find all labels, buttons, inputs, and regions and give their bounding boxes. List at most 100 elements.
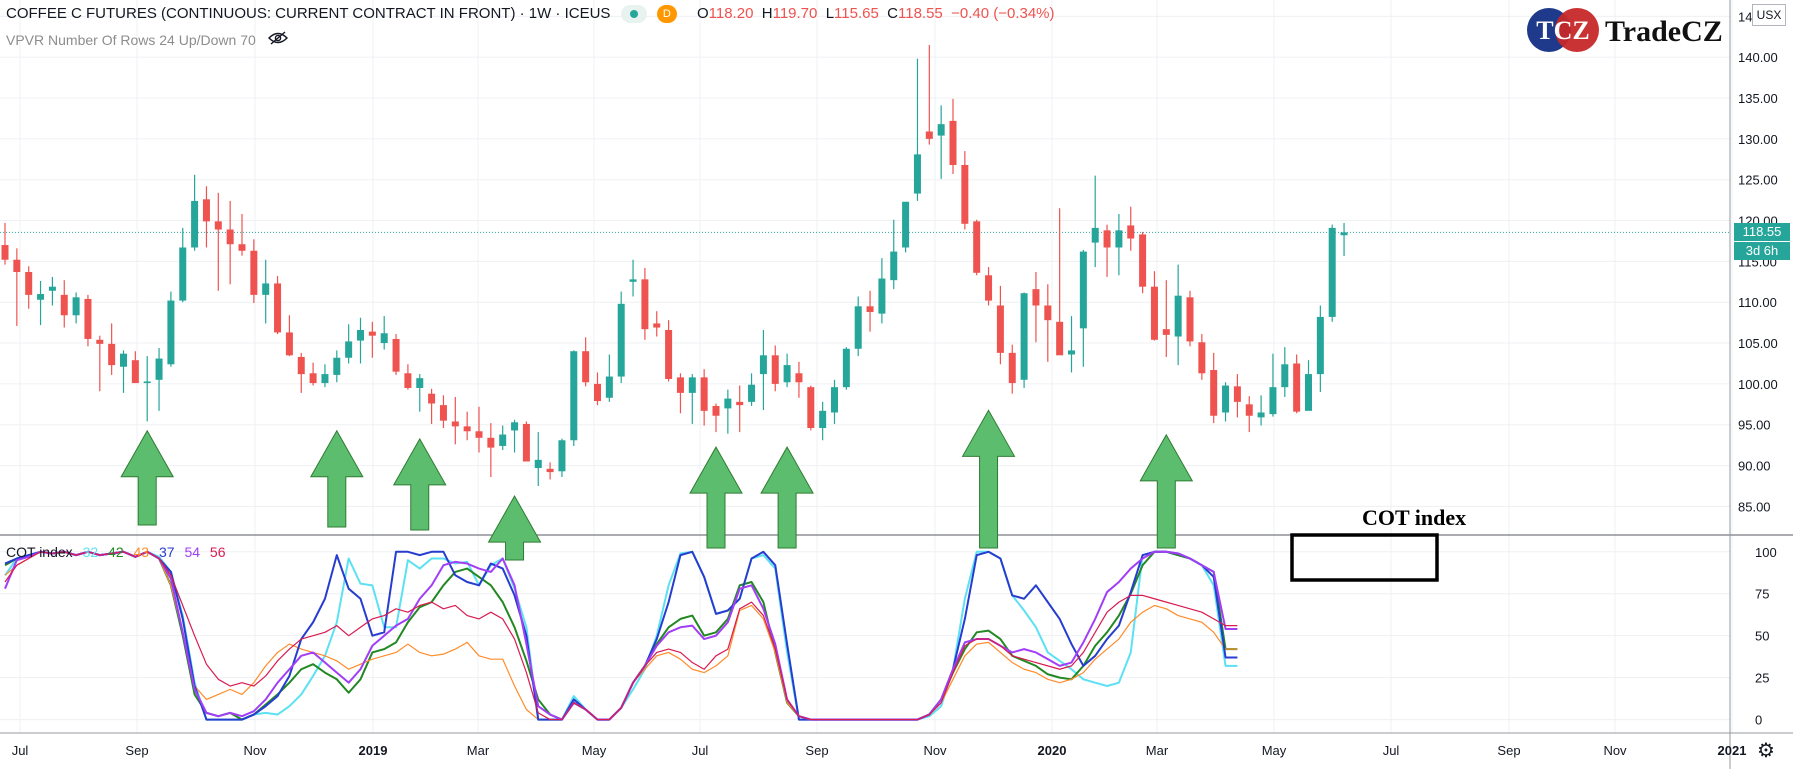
cot-legend-43: 43 bbox=[133, 544, 150, 560]
vpvr-legend[interactable]: VPVR Number Of Rows 24 Up/Down 70 bbox=[6, 31, 288, 48]
candle-up bbox=[499, 434, 507, 446]
candle-up bbox=[558, 440, 566, 472]
candle-down bbox=[1, 245, 9, 260]
candle-down bbox=[1044, 305, 1052, 321]
green-arrow bbox=[309, 429, 364, 528]
time-tick-label: 2019 bbox=[359, 743, 388, 758]
candle-up bbox=[48, 286, 56, 291]
time-tick-label: Sep bbox=[1497, 743, 1520, 758]
cot-legend[interactable]: COT index 32 42 43 37 54 56 bbox=[6, 544, 231, 560]
vpvr-label: VPVR Number Of Rows 24 Up/Down 70 bbox=[6, 32, 256, 48]
cot-tick-label: 25 bbox=[1755, 671, 1769, 686]
price-tick-label: 90.00 bbox=[1738, 459, 1771, 474]
green-arrow bbox=[760, 446, 814, 549]
candle-down bbox=[214, 221, 222, 230]
candle-down bbox=[25, 271, 33, 295]
hide-eye-icon[interactable] bbox=[267, 31, 288, 48]
time-tick-label: Nov bbox=[923, 743, 947, 758]
price-tick-label: 100.00 bbox=[1738, 377, 1778, 392]
candle-down bbox=[866, 306, 874, 313]
time-tick-label: Mar bbox=[1146, 743, 1169, 758]
candle-up bbox=[1340, 232, 1348, 236]
time-tick-label: Sep bbox=[125, 743, 148, 758]
candle-up bbox=[1079, 251, 1087, 329]
price-tick-label: 140.00 bbox=[1738, 50, 1778, 65]
candle-up bbox=[629, 279, 637, 282]
time-tick-label: Mar bbox=[467, 743, 490, 758]
candle-down bbox=[404, 373, 412, 388]
candle-down bbox=[925, 131, 933, 139]
candle-up bbox=[913, 154, 921, 194]
candle-up bbox=[724, 398, 732, 409]
logo-name: TradeCZ bbox=[1605, 15, 1723, 48]
candle-up bbox=[72, 297, 80, 316]
price-tick-label: 95.00 bbox=[1738, 418, 1771, 433]
time-tick-label: Sep bbox=[805, 743, 828, 758]
last-price-tag: 118.55 bbox=[1734, 223, 1790, 242]
green-arrow bbox=[1139, 433, 1194, 549]
cot-legend-32: 32 bbox=[82, 544, 99, 560]
candle-up bbox=[1316, 316, 1324, 375]
candle-up bbox=[902, 201, 910, 248]
candle-down bbox=[736, 401, 744, 406]
time-tick-label: Jul bbox=[12, 743, 29, 758]
candle-down bbox=[546, 468, 554, 473]
candle-up bbox=[357, 329, 364, 341]
cot-legend-56: 56 bbox=[209, 544, 226, 560]
candle-up bbox=[819, 410, 827, 428]
candle-down bbox=[368, 331, 376, 336]
price-tick-label: 135.00 bbox=[1738, 91, 1778, 106]
candle-down bbox=[202, 199, 210, 222]
candle-up bbox=[937, 124, 945, 136]
candle-down bbox=[712, 405, 720, 416]
candle-up bbox=[1328, 227, 1336, 317]
settings-gear-icon[interactable]: ⚙ bbox=[1757, 740, 1775, 762]
candle-up bbox=[534, 459, 542, 469]
green-arrow bbox=[961, 409, 1016, 549]
cot-tick-label: 75 bbox=[1755, 587, 1769, 602]
candle-down bbox=[1139, 234, 1147, 287]
time-tick-label: Jul bbox=[1383, 743, 1400, 758]
time-tick-label: May bbox=[582, 743, 607, 758]
candle-up bbox=[1068, 350, 1075, 355]
candle-down bbox=[487, 437, 495, 448]
candle-down bbox=[60, 294, 68, 316]
candle-down bbox=[297, 356, 305, 375]
candle-down bbox=[428, 393, 436, 404]
candle-down bbox=[1293, 363, 1301, 412]
currency-button[interactable]: USX bbox=[1752, 4, 1786, 26]
candle-down bbox=[961, 164, 969, 224]
candle-down bbox=[1103, 230, 1111, 248]
candle-up bbox=[167, 300, 175, 365]
candle-down bbox=[795, 373, 803, 383]
candle-down bbox=[1127, 225, 1135, 239]
cot-tick-label: 50 bbox=[1755, 629, 1769, 644]
candle-down bbox=[392, 338, 400, 372]
candle-down bbox=[1233, 386, 1241, 402]
price-tick-label: 105.00 bbox=[1738, 336, 1778, 351]
candle-down bbox=[463, 426, 471, 432]
candle-up bbox=[748, 384, 756, 402]
market-status-icon bbox=[620, 5, 647, 24]
candle-down bbox=[238, 244, 246, 251]
candle-down bbox=[131, 360, 139, 384]
cot-annotation-label: COT index bbox=[1362, 505, 1466, 530]
candle-up bbox=[890, 251, 898, 281]
candle-up bbox=[617, 303, 625, 377]
candle-down bbox=[451, 421, 459, 427]
candle-down bbox=[1198, 342, 1206, 374]
candle-up bbox=[1257, 412, 1265, 418]
candle-down bbox=[771, 355, 779, 384]
time-tick-label: Jul bbox=[692, 743, 709, 758]
candle-up bbox=[120, 353, 127, 367]
green-arrow bbox=[392, 437, 447, 531]
cot-legend-title: COT index bbox=[6, 544, 73, 560]
candle-up bbox=[570, 351, 578, 441]
symbol-legend[interactable]: COFFEE C FUTURES (CONTINUOUS: CURRENT CO… bbox=[6, 5, 1055, 24]
candle-down bbox=[1150, 286, 1158, 340]
time-tick-label: May bbox=[1262, 743, 1287, 758]
candle-down bbox=[985, 275, 993, 301]
cot-series-56 bbox=[4, 551, 1238, 721]
bar-countdown-tag: 3d 6h bbox=[1734, 242, 1790, 261]
